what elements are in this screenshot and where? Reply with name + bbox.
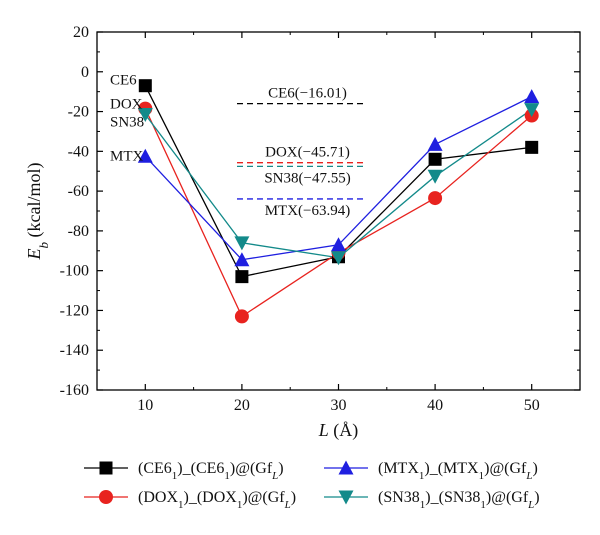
legend-label-2: (MTX1)_(MTX1)@(GfL): [378, 460, 538, 482]
legend-marker-2: [338, 460, 354, 475]
series-2-point: [524, 89, 540, 104]
series-label-2: SN38: [110, 115, 144, 131]
y-tick-label: -160: [60, 382, 89, 399]
y-tick-label: -20: [68, 104, 89, 121]
series-label-0: CE6: [110, 73, 137, 89]
series-1-point: [234, 309, 249, 324]
x-tick-label: 40: [427, 397, 443, 414]
legend-label-1: (DOX1)_(DOX1)@(GfL): [138, 489, 296, 511]
plot-area: [137, 79, 540, 324]
y-tick-label: -120: [60, 302, 89, 319]
y-tick-label: -100: [60, 263, 89, 280]
legend-label-3: (SN381)_(SN381)@(GfL): [378, 489, 540, 511]
x-tick-label: 10: [137, 397, 153, 414]
legend-marker-1: [99, 490, 113, 504]
reference-label-1: DOX(−45.71): [265, 145, 350, 161]
reference-label-2: SN38(−47.55): [264, 170, 350, 186]
x-tick-label: 20: [234, 397, 250, 414]
series-0-point: [138, 79, 152, 93]
annotations: CE6(−16.01) DOX(−45.71) SN38(−47.55) MTX(−6…: [110, 73, 366, 219]
y-tick-label: -40: [68, 143, 89, 160]
series-3-point: [427, 169, 443, 184]
legend-label-0: (CE61)_(CE61)@(GfL): [138, 460, 284, 482]
series-2-point: [137, 148, 153, 163]
reference-label-3: MTX(−63.94): [265, 203, 351, 219]
series-0-point: [428, 152, 442, 166]
series-3-point: [137, 108, 153, 123]
x-tick-label: 30: [331, 397, 347, 414]
y-tick-label: -60: [68, 183, 89, 200]
legend-marker-0: [99, 461, 113, 475]
series-label-1: DOX: [110, 97, 143, 113]
y-tick-label: 0: [81, 64, 89, 81]
legend-marker-3: [338, 490, 354, 505]
series-2-point: [234, 252, 250, 267]
legend: (CE61)_(CE61)@(GfL) (DOX1)_(DOX1)@(GfL) (M…: [84, 460, 540, 511]
series-3-point: [524, 103, 540, 118]
series-3-point: [234, 236, 250, 251]
series-0-point: [525, 140, 539, 154]
series-0-point: [235, 270, 249, 284]
series-2-point: [331, 237, 346, 252]
x-tick-label: 50: [524, 397, 540, 414]
series-1-point: [428, 191, 443, 206]
y-tick-label: -140: [60, 342, 89, 359]
series-2-point: [427, 136, 443, 151]
y-axis-title: Eb (kcal/mol): [24, 163, 51, 261]
axes: 20 0 -20 -40 -60 -80 -100 -120 -140 -160 10 20 30 40 5…: [24, 24, 581, 441]
y-tick-label: -80: [68, 223, 89, 240]
x-axis-title: L (Å): [318, 420, 359, 441]
series-label-3: MTX: [110, 148, 144, 164]
y-tick-label: 20: [73, 24, 89, 41]
series-3-point: [331, 251, 346, 266]
reference-label-0: CE6(−16.01): [268, 86, 347, 102]
